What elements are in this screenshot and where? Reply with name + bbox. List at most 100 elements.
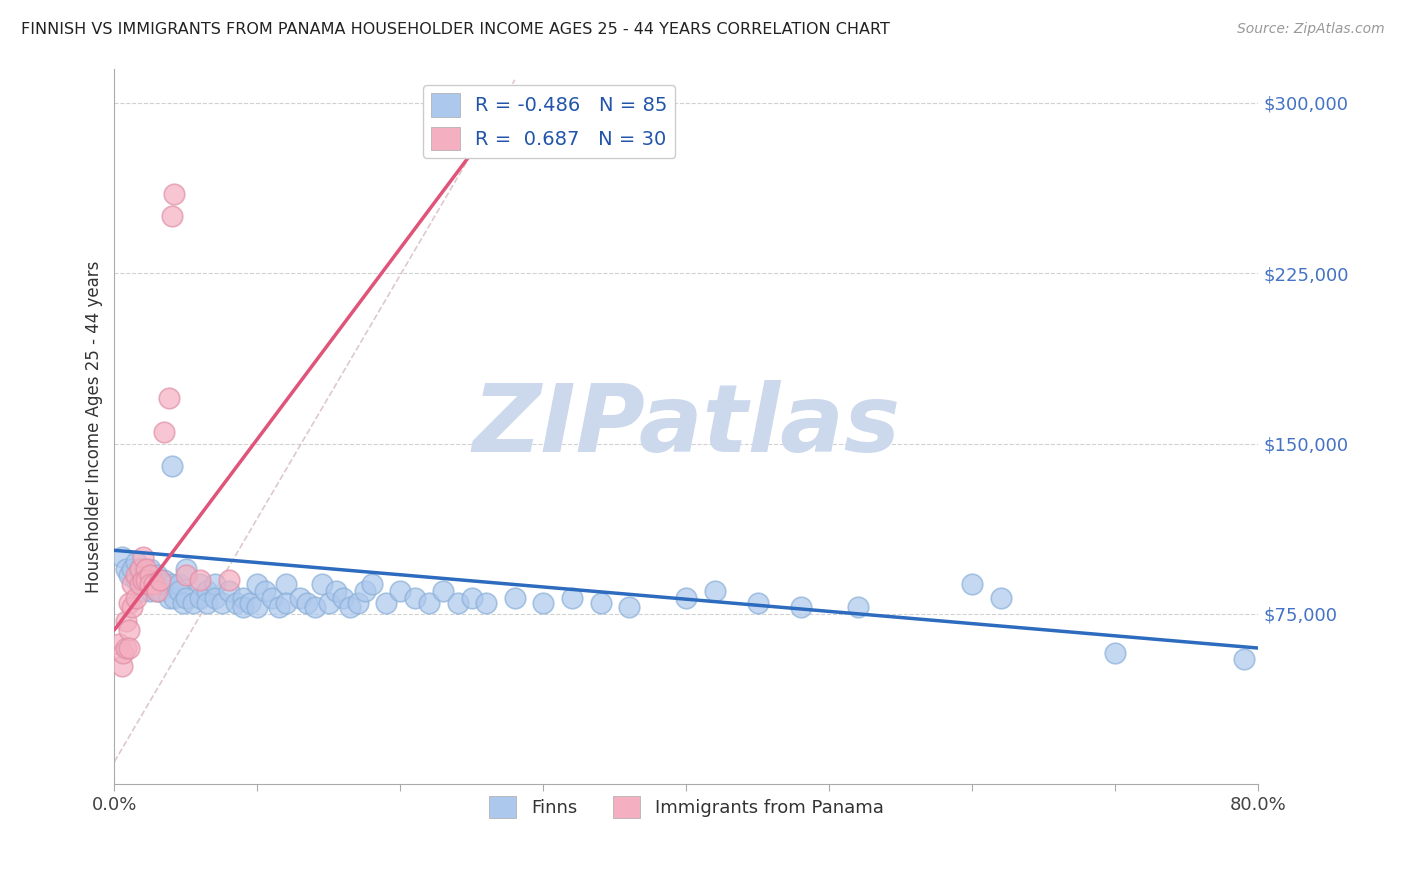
Point	[990, 591, 1012, 605]
Point	[675, 591, 697, 605]
Point	[118, 623, 141, 637]
Point	[360, 577, 382, 591]
Point	[195, 584, 218, 599]
Y-axis label: Householder Income Ages 25 - 44 years: Householder Income Ages 25 - 44 years	[86, 260, 103, 592]
Point	[160, 209, 183, 223]
Text: ZIPatlas: ZIPatlas	[472, 381, 900, 473]
Point	[135, 573, 157, 587]
Point	[375, 596, 398, 610]
Point	[143, 577, 166, 591]
Point	[139, 568, 162, 582]
Point	[143, 573, 166, 587]
Point	[163, 186, 186, 201]
Text: Source: ZipAtlas.com: Source: ZipAtlas.com	[1237, 22, 1385, 37]
Point	[139, 577, 162, 591]
Point	[204, 577, 226, 591]
Point	[181, 596, 204, 610]
Point	[188, 591, 211, 605]
Point	[115, 641, 138, 656]
Point	[157, 391, 180, 405]
Point	[160, 459, 183, 474]
Point	[246, 600, 269, 615]
Point	[533, 596, 555, 610]
Point	[125, 573, 148, 587]
Point	[143, 577, 166, 591]
Point	[125, 568, 148, 582]
Point	[129, 577, 152, 591]
Point	[225, 596, 247, 610]
Point	[118, 596, 141, 610]
Point	[153, 573, 176, 587]
Point	[132, 584, 155, 599]
Point	[962, 577, 984, 591]
Point	[432, 584, 454, 599]
Point	[290, 591, 312, 605]
Text: FINNISH VS IMMIGRANTS FROM PANAMA HOUSEHOLDER INCOME AGES 25 - 44 YEARS CORRELAT: FINNISH VS IMMIGRANTS FROM PANAMA HOUSEH…	[21, 22, 890, 37]
Point	[129, 561, 152, 575]
Point	[503, 591, 526, 605]
Point	[125, 591, 148, 605]
Point	[188, 577, 211, 591]
Point	[129, 577, 152, 591]
Point	[110, 550, 132, 565]
Point	[132, 573, 155, 587]
Point	[195, 596, 218, 610]
Point	[149, 577, 172, 591]
Point	[132, 550, 155, 565]
Point	[346, 596, 368, 610]
Point	[239, 596, 262, 610]
Point	[153, 425, 176, 439]
Point	[174, 591, 197, 605]
Point	[253, 584, 276, 599]
Point	[174, 561, 197, 575]
Point	[790, 600, 813, 615]
Point	[297, 596, 319, 610]
Point	[218, 573, 240, 587]
Point	[619, 600, 641, 615]
Point	[129, 561, 152, 575]
Point	[475, 596, 498, 610]
Point	[146, 568, 169, 582]
Point	[149, 584, 172, 599]
Point	[339, 600, 361, 615]
Point	[232, 591, 254, 605]
Point	[160, 577, 183, 591]
Point	[589, 596, 612, 610]
Point	[110, 659, 132, 673]
Legend: Finns, Immigrants from Panama: Finns, Immigrants from Panama	[482, 789, 891, 825]
Point	[418, 596, 440, 610]
Point	[121, 600, 143, 615]
Point	[139, 568, 162, 582]
Point	[332, 591, 354, 605]
Point	[311, 577, 333, 591]
Point	[135, 573, 157, 587]
Point	[1233, 652, 1256, 666]
Point	[125, 555, 148, 569]
Point	[172, 596, 194, 610]
Point	[135, 577, 157, 591]
Point	[304, 600, 326, 615]
Point	[135, 561, 157, 575]
Point	[132, 568, 155, 582]
Point	[404, 591, 426, 605]
Point	[118, 641, 141, 656]
Point	[704, 584, 727, 599]
Point	[325, 584, 347, 599]
Point	[118, 568, 141, 582]
Point	[139, 584, 162, 599]
Point	[218, 584, 240, 599]
Point	[163, 591, 186, 605]
Point	[146, 584, 169, 599]
Point	[139, 561, 162, 575]
Point	[167, 584, 190, 599]
Point	[167, 577, 190, 591]
Point	[115, 614, 138, 628]
Point	[446, 596, 468, 610]
Point	[267, 600, 290, 615]
Point	[121, 561, 143, 575]
Point	[232, 600, 254, 615]
Point	[1104, 646, 1126, 660]
Point	[260, 591, 283, 605]
Point	[149, 573, 172, 587]
Point	[211, 596, 233, 610]
